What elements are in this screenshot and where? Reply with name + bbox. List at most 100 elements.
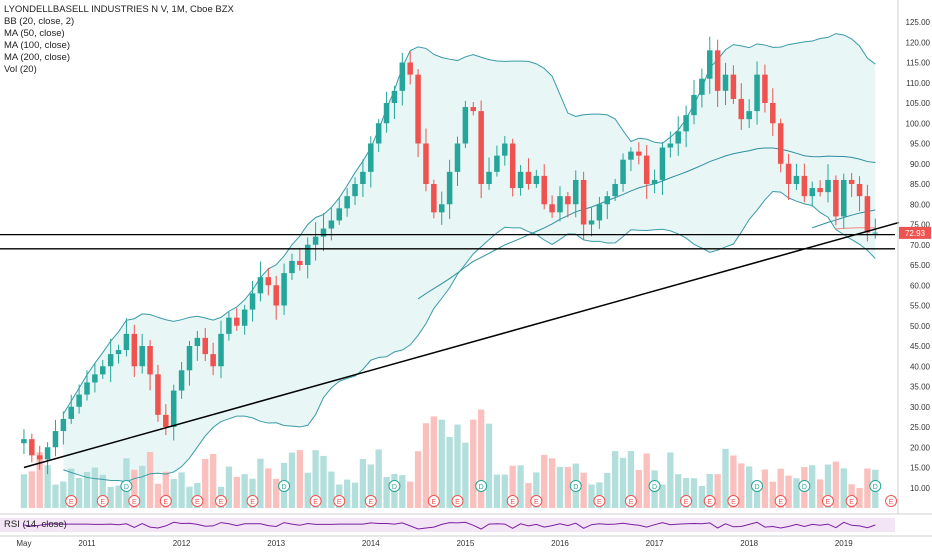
last-price-tag: [899, 226, 931, 239]
candle-body: [777, 123, 784, 164]
candle-body: [218, 333, 224, 367]
dividend-marker: [475, 480, 488, 492]
volume-bar: [83, 471, 91, 508]
time-tick-label: 2018: [740, 539, 758, 548]
volume-bar: [485, 423, 493, 508]
legend-ma100[interactable]: MA (100, close): [4, 40, 70, 51]
legend-ma200[interactable]: MA (200, close): [4, 52, 70, 63]
volume-bar: [343, 479, 351, 508]
volume-bar: [407, 481, 414, 508]
candle-body: [770, 103, 776, 124]
volume-bar: [75, 477, 83, 508]
candle-body: [549, 204, 555, 213]
earnings-marker: [128, 495, 141, 507]
dividend-marker: [648, 480, 661, 492]
candle-body: [281, 273, 287, 306]
candle-body: [52, 431, 59, 448]
volume-bar: [68, 468, 75, 508]
volume-bar: [162, 471, 169, 508]
candle-body: [454, 143, 461, 172]
event-label: E: [707, 499, 712, 506]
event-label: D: [873, 484, 878, 491]
volume-bar: [186, 486, 193, 508]
candle-body: [714, 50, 721, 91]
event-label: E: [534, 499, 539, 506]
volume-bar: [351, 482, 359, 508]
candle-body: [683, 115, 689, 132]
bollinger-upper: [62, 33, 876, 415]
event-label: E: [195, 499, 200, 506]
volume-bar: [698, 485, 706, 508]
event-label: E: [684, 499, 689, 506]
earnings-marker: [727, 495, 740, 507]
volume-bar: [296, 450, 303, 508]
dividend-marker: [120, 480, 133, 492]
volume-bar: [225, 466, 233, 508]
volume-bar: [257, 458, 264, 508]
volume-bar: [399, 475, 406, 508]
rsi-legend[interactable]: RSI (14, close): [4, 519, 67, 530]
volume-bar: [753, 485, 761, 508]
volume-bar: [312, 450, 319, 508]
candle-body: [257, 277, 264, 294]
volume-bar: [367, 464, 374, 508]
volume-bar: [816, 479, 824, 508]
candle-body: [100, 366, 106, 375]
volume-bar: [170, 479, 177, 508]
candle-body: [131, 333, 138, 367]
earnings-marker: [593, 495, 606, 507]
symbol-title[interactable]: LYONDELLBASELL INDUSTRIES N V, 1M, Cboe …: [4, 4, 234, 15]
volume-bar: [635, 470, 642, 508]
volume-bar: [265, 468, 272, 508]
earnings-marker: [774, 495, 787, 507]
volume-bar: [430, 416, 438, 508]
legend-ma50[interactable]: MA (50, close): [4, 28, 65, 39]
volume-bar: [328, 471, 335, 508]
event-label: E: [778, 499, 783, 506]
volume-bar: [730, 455, 737, 508]
candle-body: [360, 171, 366, 184]
price-tick-label: 105.00: [906, 99, 931, 108]
candle-body: [659, 147, 666, 180]
volume-bar: [738, 463, 745, 508]
volume-bar: [273, 478, 280, 508]
candle-body: [793, 175, 800, 184]
earnings-marker: [680, 495, 693, 507]
volume-bar: [541, 454, 548, 508]
price-tick-label: 50.00: [910, 322, 931, 331]
price-tick-label: 30.00: [910, 403, 931, 412]
volume-bar: [643, 453, 650, 508]
volume-bar: [115, 485, 122, 508]
bollinger-area: [63, 33, 876, 482]
candle-body: [107, 354, 114, 367]
price-axis: 125.00 120.00 115.00 110.00 105.00 100.00 95.0…: [897, 0, 931, 514]
candle-body: [123, 333, 130, 351]
volume-bar: [525, 483, 532, 508]
candle-body: [572, 179, 579, 205]
price-tick-label: 40.00: [910, 362, 931, 371]
candle-body: [336, 208, 343, 221]
event-label: E: [629, 499, 634, 506]
event-label: E: [510, 499, 515, 506]
price-tick-label: 115.00: [906, 59, 930, 68]
legend-bb[interactable]: BB (20, close, 2): [4, 16, 75, 27]
candle-body: [289, 260, 295, 274]
volume-bar: [659, 484, 666, 508]
price-tick-label: 80.00: [910, 200, 931, 209]
volume-bar: [785, 475, 792, 508]
candle-body: [431, 184, 437, 213]
volume-bar: [722, 448, 729, 508]
earnings-marker: [506, 495, 519, 507]
volume-bar: [131, 469, 138, 508]
volume-bar: [517, 465, 524, 508]
candle-body: [163, 414, 169, 427]
volume-bar: [832, 461, 840, 508]
candle-body: [675, 131, 681, 144]
event-label: E: [100, 499, 105, 506]
dividend-marker: [869, 480, 882, 492]
event-label: D: [479, 484, 484, 491]
legend-volume[interactable]: Vol (20): [4, 64, 37, 75]
candle-body: [344, 196, 350, 209]
